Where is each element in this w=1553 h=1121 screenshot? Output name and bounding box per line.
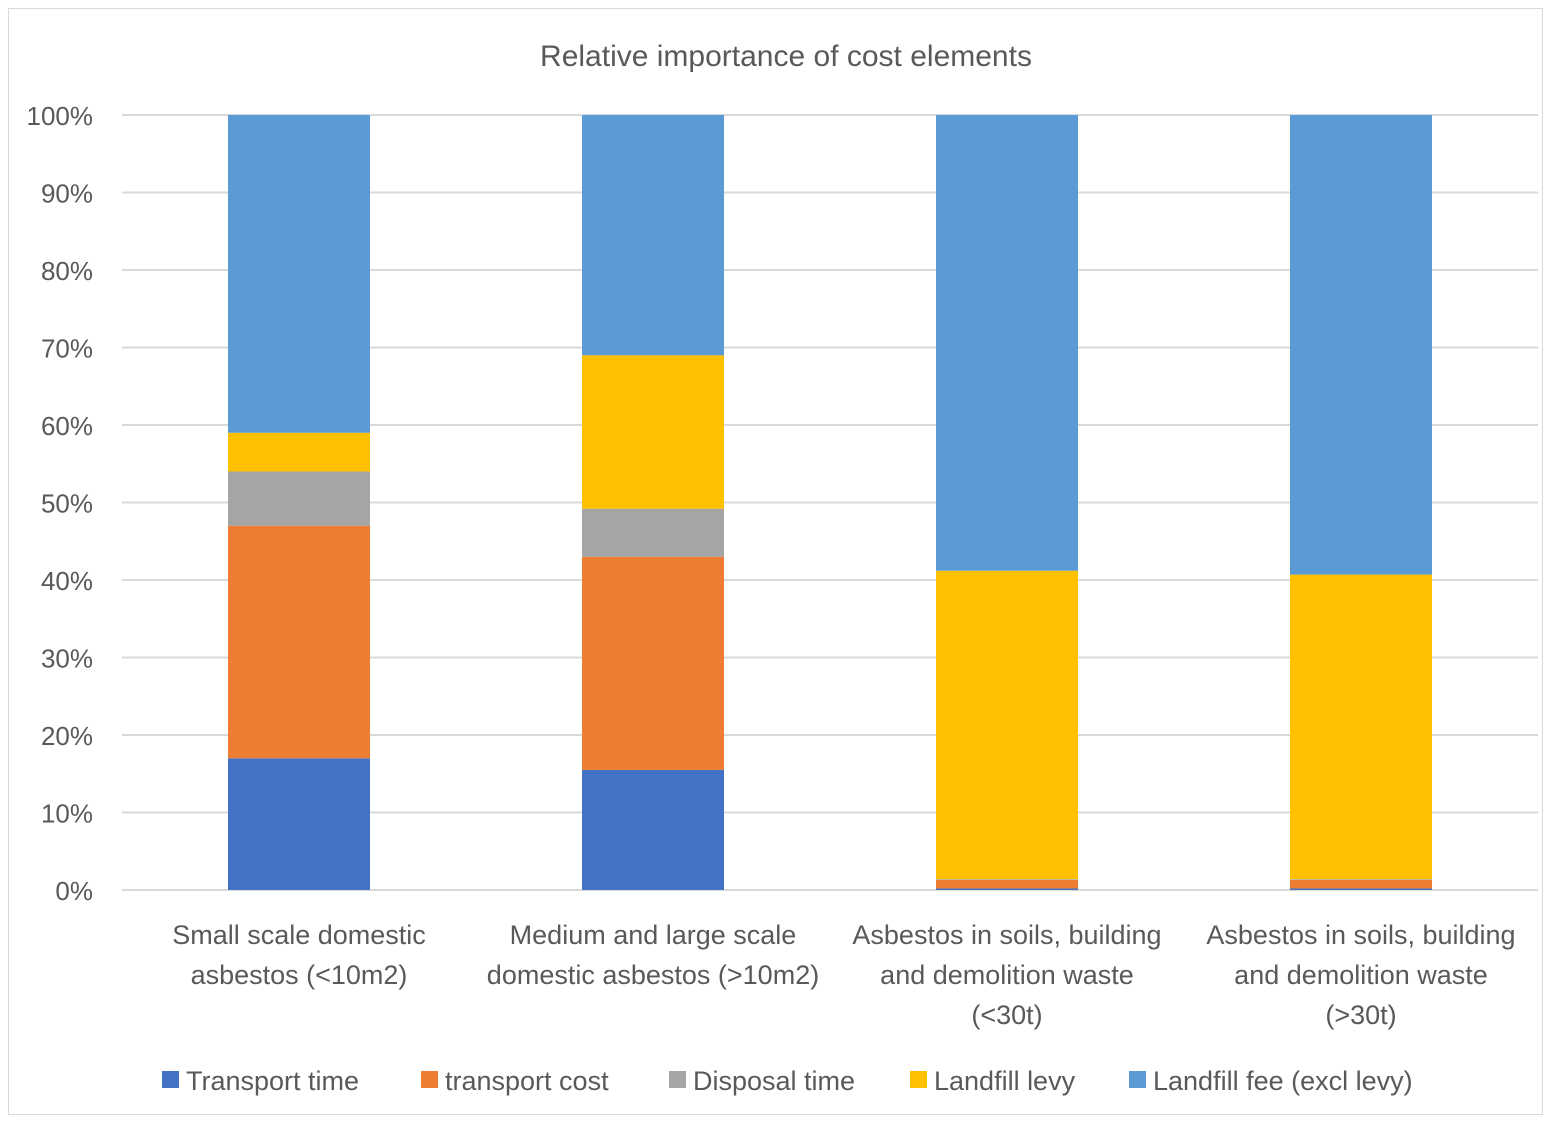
legend-label: Transport time xyxy=(186,1066,359,1096)
legend-swatch xyxy=(162,1071,179,1088)
chart-title: Relative importance of cost elements xyxy=(540,40,1032,73)
y-tick-label: 90% xyxy=(41,179,93,209)
bar-segment xyxy=(936,570,1078,880)
bar-segment xyxy=(582,556,724,770)
legend-swatch xyxy=(421,1071,438,1088)
legend: Transport time transport cost Disposal tim… xyxy=(162,1066,1413,1096)
legend-swatch xyxy=(1129,1071,1146,1088)
legend-label: Landfill levy xyxy=(934,1066,1076,1096)
x-tick-label: (>30t) xyxy=(1325,1000,1396,1030)
legend-label: transport cost xyxy=(445,1066,609,1096)
legend-swatch xyxy=(910,1071,927,1088)
bar-segment xyxy=(936,879,1078,889)
x-tick-label: (<30t) xyxy=(971,1000,1042,1030)
bar-segment xyxy=(228,758,370,890)
x-tick-label: Medium and large scale xyxy=(510,920,797,950)
bar-segment xyxy=(936,879,1078,880)
bar-segment xyxy=(582,115,724,356)
bar-segment xyxy=(1290,879,1432,889)
y-tick-label: 80% xyxy=(41,256,93,286)
x-tick-label: domestic asbestos (>10m2) xyxy=(487,960,819,990)
x-tick-label: Small scale domestic xyxy=(172,920,426,950)
bar-segment xyxy=(228,432,370,472)
bar-segment xyxy=(1290,888,1432,890)
y-tick-label: 50% xyxy=(41,489,93,519)
y-tick-label: 100% xyxy=(27,101,94,131)
legend-label: Disposal time xyxy=(693,1066,855,1096)
bar-segment xyxy=(1290,574,1432,880)
legend-label: Landfill fee (excl levy) xyxy=(1153,1066,1413,1096)
legend-swatch xyxy=(669,1071,686,1088)
x-axis-category-labels: Small scale domestic asbestos (<10m2) Medi… xyxy=(172,920,1515,1030)
bar-segment xyxy=(936,888,1078,890)
bar-segment xyxy=(582,769,724,890)
x-tick-label: and demolition waste xyxy=(1234,960,1488,990)
bar-segment xyxy=(936,115,1078,571)
x-tick-label: and demolition waste xyxy=(880,960,1134,990)
bar-segment xyxy=(1290,115,1432,575)
bar-segment xyxy=(582,508,724,557)
y-tick-label: 10% xyxy=(41,799,93,829)
bar-segment xyxy=(582,355,724,509)
y-tick-label: 70% xyxy=(41,334,93,364)
bar-segment xyxy=(228,115,370,433)
x-tick-label: Asbestos in soils, building xyxy=(852,920,1161,950)
bars xyxy=(228,115,1432,890)
x-tick-label: asbestos (<10m2) xyxy=(191,960,408,990)
x-tick-label: Asbestos in soils, building xyxy=(1206,920,1515,950)
bar-segment xyxy=(1290,879,1432,880)
y-tick-label: 0% xyxy=(55,876,93,906)
y-tick-label: 40% xyxy=(41,566,93,596)
y-tick-label: 60% xyxy=(41,411,93,441)
bar-segment xyxy=(228,525,370,759)
y-tick-label: 20% xyxy=(41,721,93,751)
y-axis-tick-labels: 0% 10% 20% 30% 40% 50% 60% 70% 80% 90% 100% xyxy=(27,101,94,906)
bar-segment xyxy=(228,471,370,526)
y-tick-label: 30% xyxy=(41,644,93,674)
